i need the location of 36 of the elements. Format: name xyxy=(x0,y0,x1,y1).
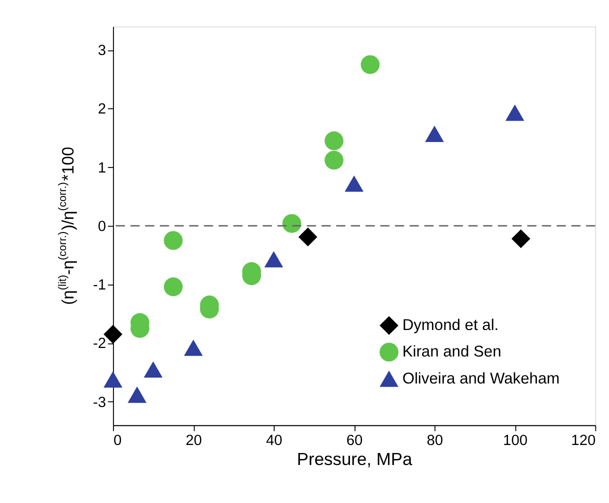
x-tick-label: 120 xyxy=(571,432,596,449)
point xyxy=(298,228,318,246)
y-tick-label: -2 xyxy=(93,336,106,352)
x-tick-label: 0 xyxy=(113,432,122,449)
x-tick-label: 60 xyxy=(346,432,363,449)
y-tick-label: 1 xyxy=(98,160,106,176)
x-tick-label: 40 xyxy=(266,432,282,449)
y-axis-title: (η(lit)-η(corr.))/η(corr.)*100 xyxy=(57,146,78,305)
x-tick-label: 20 xyxy=(186,432,202,449)
x-tick-label: 80 xyxy=(426,432,444,449)
y-tick-label: 3 xyxy=(98,43,106,60)
point xyxy=(324,131,344,150)
point xyxy=(264,251,284,268)
y-tick-label: 2 xyxy=(98,102,106,118)
point xyxy=(144,361,163,378)
y-tick-label: 0 xyxy=(98,218,106,235)
point xyxy=(128,386,147,403)
legend-label: Dymond et al. xyxy=(402,317,499,334)
point xyxy=(324,150,344,170)
point xyxy=(184,340,203,356)
point xyxy=(425,126,444,142)
legend-label: Kiran and Sen xyxy=(402,344,502,361)
point xyxy=(344,175,364,192)
point xyxy=(282,214,302,233)
x-tick-label: 100 xyxy=(503,432,528,449)
y-tick-label: -1 xyxy=(93,278,106,294)
point xyxy=(505,104,524,121)
legend-label: Oliveira and Wakeham xyxy=(402,370,560,388)
point xyxy=(104,371,122,388)
point xyxy=(164,277,183,296)
point xyxy=(511,229,530,248)
point xyxy=(360,55,380,74)
y-tick-label: -3 xyxy=(93,394,106,411)
x-axis-title: Pressure, MPa xyxy=(296,449,413,470)
point xyxy=(164,231,183,250)
point xyxy=(104,324,122,344)
